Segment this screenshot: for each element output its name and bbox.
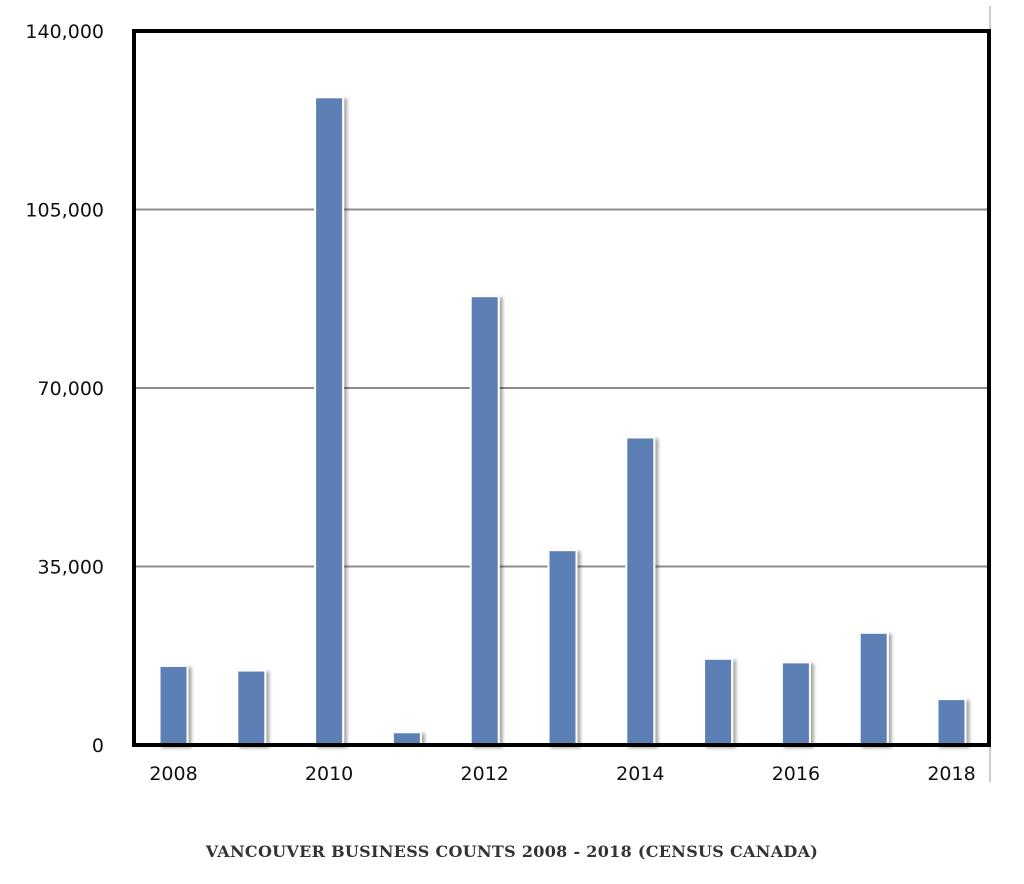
plot-frame — [132, 29, 991, 747]
x-axis-tick-labels: 2008 2010 2012 2014 2016 2018 — [149, 763, 975, 785]
x-tick-label: 2012 — [461, 763, 509, 785]
chart-title: VANCOUVER BUSINESS COUNTS 2008 - 2018 (C… — [205, 842, 819, 861]
bar-2015 — [703, 657, 734, 746]
x-tick-label: 2016 — [772, 763, 820, 785]
bar-2017 — [858, 631, 889, 746]
y-tick-label: 70,000 — [38, 378, 104, 400]
y-tick-label: 105,000 — [25, 200, 104, 222]
y-tick-label: 0 — [92, 735, 104, 757]
bar-chart: 0 35,000 70,000 105,000 140,000 2008 2010 2012… — [25, 6, 991, 785]
x-tick-label: 2014 — [616, 763, 664, 785]
y-tick-label: 140,000 — [25, 21, 104, 43]
x-tick-label: 2010 — [305, 763, 353, 785]
bar-2018 — [936, 698, 967, 746]
y-axis-tick-labels: 0 35,000 70,000 105,000 140,000 — [25, 21, 104, 757]
bars — [158, 96, 967, 747]
bar-2010 — [314, 96, 345, 747]
bar-2012 — [469, 295, 500, 746]
gridlines — [134, 208, 989, 568]
bar-2013 — [547, 549, 578, 746]
bar-2009 — [236, 669, 267, 746]
x-tick-label: 2018 — [927, 763, 975, 785]
bar-2014 — [625, 436, 656, 746]
bar-2016 — [780, 661, 811, 747]
x-tick-label: 2008 — [149, 763, 197, 785]
y-tick-label: 35,000 — [38, 557, 104, 579]
bar-2008 — [158, 664, 189, 747]
